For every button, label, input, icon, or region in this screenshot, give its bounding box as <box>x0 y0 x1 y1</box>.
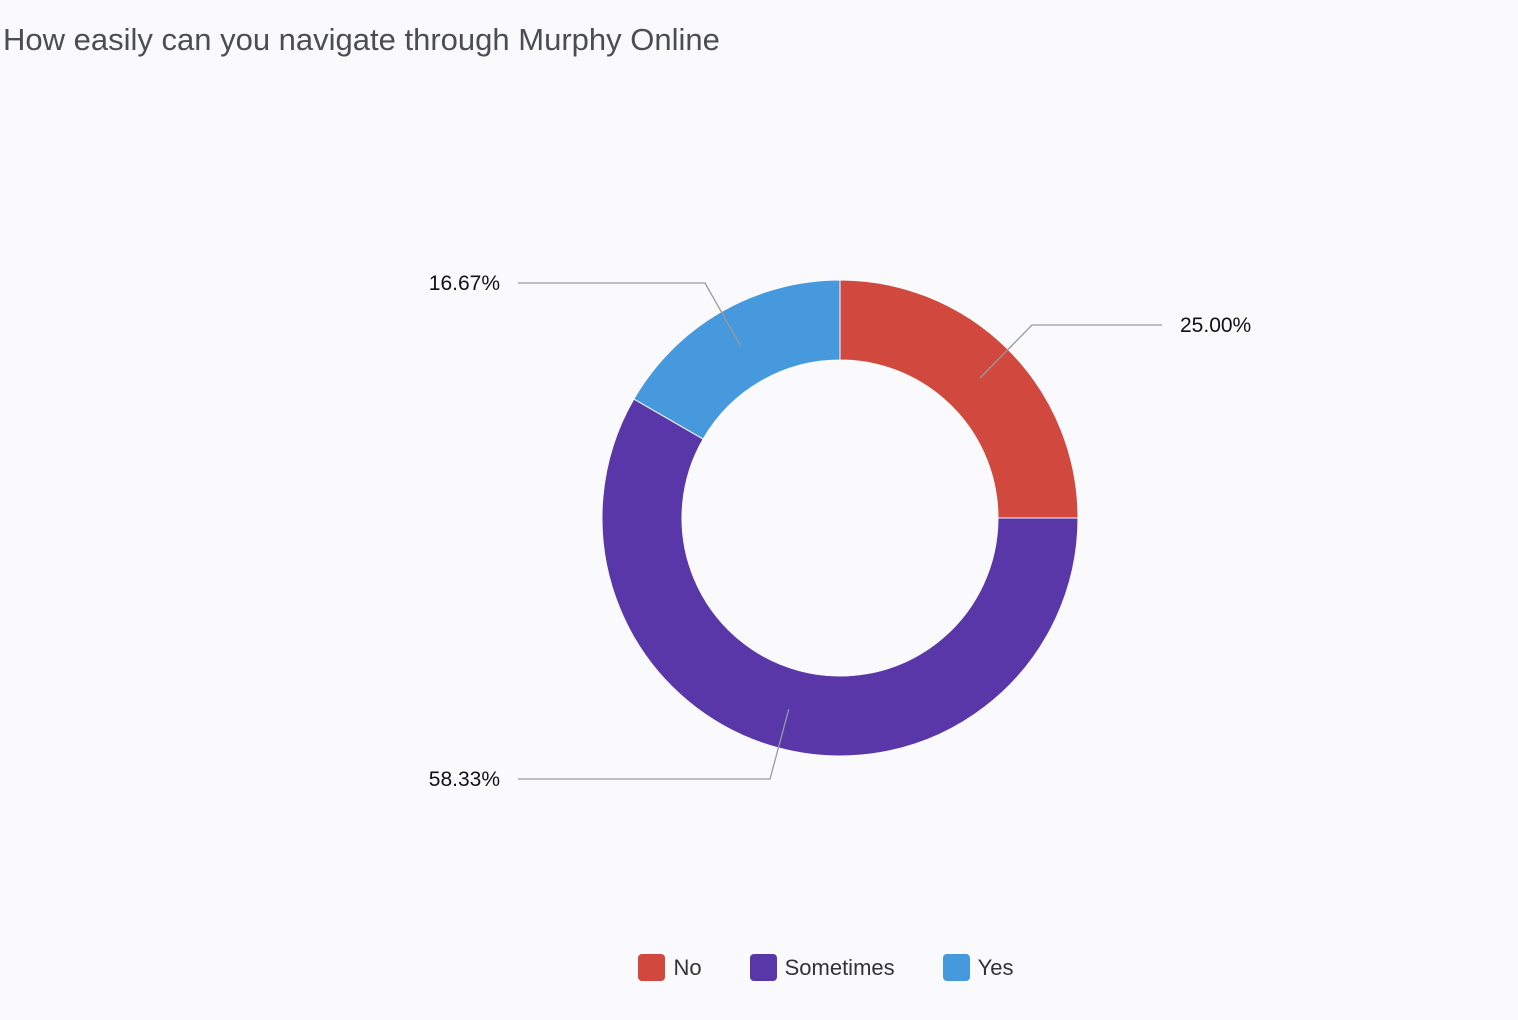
legend-label: Yes <box>977 954 1014 980</box>
slice-no[interactable] <box>839 279 1079 519</box>
data-label-yes: 16.67% <box>429 272 500 295</box>
legend-swatch <box>638 954 666 981</box>
leader-line-sometimes <box>518 709 790 780</box>
legend-label: No <box>673 954 702 980</box>
data-label-sometimes: 58.33% <box>429 768 500 791</box>
legend-item-yes[interactable]: Yes <box>942 954 1014 981</box>
legend: No Sometimes Yes <box>0 954 1518 981</box>
legend-label: Sometimes <box>784 954 895 980</box>
slice-yes[interactable] <box>633 279 841 440</box>
chart-title: How easily can you navigate through Murp… <box>3 22 720 57</box>
leader-line-no <box>979 324 1162 379</box>
legend-item-sometimes[interactable]: Sometimes <box>749 954 895 981</box>
slices-group <box>601 279 1079 757</box>
data-labels-group: 25.00% 58.33% 16.67% <box>429 272 1251 791</box>
legend-swatch <box>942 954 970 981</box>
leader-line-yes <box>518 282 742 347</box>
slice-sometimes[interactable] <box>601 398 1079 757</box>
legend-item-no[interactable]: No <box>638 954 702 981</box>
data-label-no: 25.00% <box>1180 314 1251 337</box>
legend-swatch <box>749 954 777 981</box>
leader-lines-group <box>518 282 1162 780</box>
